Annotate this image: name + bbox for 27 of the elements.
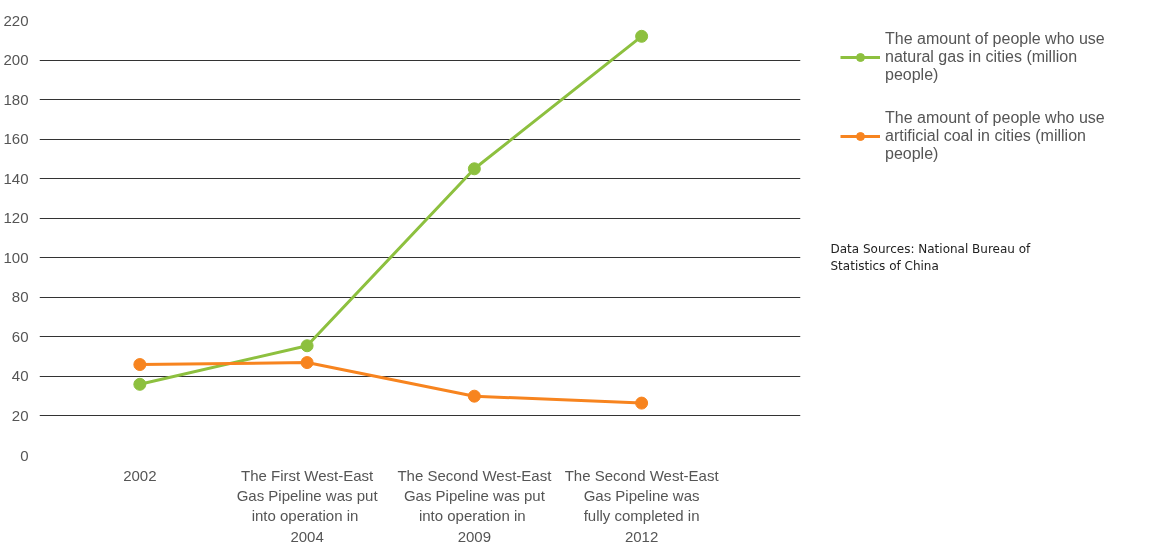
point xyxy=(635,396,649,410)
y-tick-label: 180 xyxy=(3,90,29,108)
text: Data Sources: National Bureau of Statistics of China xyxy=(830,242,1032,273)
x-tick-label: The First West-East Gas Pipeline was put into operation in 2004 xyxy=(236,466,379,545)
y-tick-label: 220 xyxy=(3,11,29,29)
y-tick-label: 0 xyxy=(20,446,29,464)
x-tick-label: 2002 xyxy=(123,466,157,484)
y-tick-label: 60 xyxy=(11,327,29,345)
y-tick-label: 20 xyxy=(11,406,29,424)
legend-label: The amount of people who use natural gas in cities (million people) xyxy=(885,30,1105,84)
y-tick-label: 100 xyxy=(3,248,29,266)
point xyxy=(467,389,481,403)
x-tick-label: The Second West-East Gas Pipeline was fully completed in 2012 xyxy=(564,466,720,545)
legend-label: The amount of people who use artificial coal in cities (million people) xyxy=(885,109,1105,163)
y-tick-label: 140 xyxy=(3,169,29,187)
y-tick-label: 80 xyxy=(11,288,29,306)
y-tick-label: 160 xyxy=(3,130,29,148)
y-tick-label: 200 xyxy=(3,51,29,69)
point xyxy=(300,339,314,353)
x-tick-label: The Second West-East Gas Pipeline was put into operation in 2009 xyxy=(397,466,553,545)
point xyxy=(133,358,147,372)
y-tick-label: 120 xyxy=(3,209,29,227)
point xyxy=(300,356,314,370)
point xyxy=(133,377,147,391)
point xyxy=(635,29,649,43)
point xyxy=(467,162,481,176)
y-tick-label: 40 xyxy=(11,367,29,385)
